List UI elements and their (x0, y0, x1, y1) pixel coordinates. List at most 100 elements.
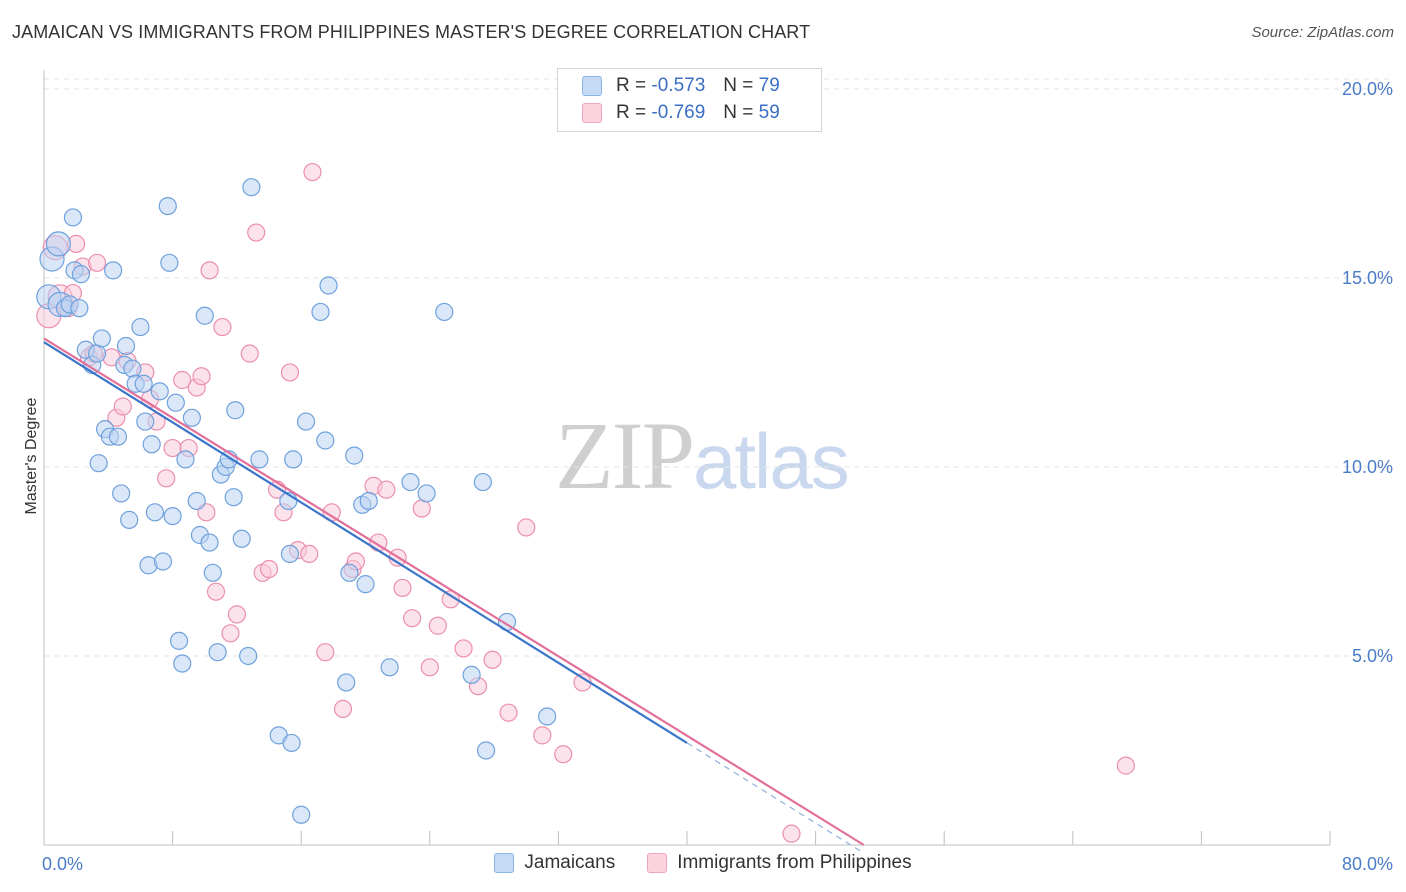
legend-r-value: -0.769 (651, 102, 706, 123)
point-jamaicans (187, 491, 206, 511)
point-philippines (213, 317, 232, 337)
point-philippines (393, 578, 412, 598)
point-jamaicans (123, 359, 142, 378)
x-tick-label-max: 80.0% (1342, 854, 1393, 874)
legend-n-value: 79 (758, 75, 780, 96)
point-jamaicans (380, 658, 399, 677)
y-tick-label: 20.0% (1342, 79, 1393, 99)
legend-r-label: R = (616, 102, 647, 123)
point-jamaicans (166, 393, 185, 412)
point-jamaicans (70, 299, 89, 318)
point-jamaicans (63, 208, 83, 227)
point-philippines (454, 639, 473, 658)
point-philippines (412, 499, 431, 518)
legend-swatch-philippines (582, 103, 602, 123)
legend-swatch-philippines (647, 853, 668, 873)
watermark: ZIPatlas (555, 400, 850, 511)
point-philippines (316, 643, 335, 662)
point-jamaicans (401, 472, 420, 492)
axes (43, 70, 1331, 846)
point-jamaicans (226, 401, 245, 420)
point-philippines (206, 582, 226, 601)
legend-row-jamaicans: R = -0.573 N = 79 (582, 74, 780, 98)
source-label: Source: ZipAtlas.com (1251, 24, 1394, 41)
tick-labels: 5.0% 10.0% 15.0% 20.0% 0.0% 80.0% (42, 79, 1393, 874)
point-jamaicans (163, 506, 182, 526)
correlation-legend: R = -0.573 N = 79 R = -0.769 N = 59 (557, 68, 822, 132)
legend-label-jamaicans: Jamaicans (524, 852, 616, 873)
point-jamaicans (158, 196, 177, 216)
point-jamaicans (224, 488, 243, 507)
point-jamaicans (538, 707, 557, 726)
point-philippines (87, 253, 107, 272)
point-jamaicans (356, 575, 375, 594)
point-philippines (420, 658, 439, 677)
legend-item-philippines[interactable]: Immigrants from Philippines (647, 852, 912, 874)
y-tick-label: 15.0% (1342, 268, 1393, 288)
point-philippines (517, 518, 536, 537)
point-philippines (221, 624, 240, 643)
point-jamaicans (284, 450, 303, 469)
legend-label-philippines: Immigrants from Philippines (677, 852, 912, 873)
point-jamaicans (108, 427, 128, 446)
y-tick-label: 10.0% (1342, 457, 1393, 477)
point-philippines (280, 363, 300, 382)
point-jamaicans (239, 646, 258, 666)
point-philippines (300, 544, 319, 564)
point-jamaicans (150, 382, 169, 401)
point-jamaicans (160, 253, 179, 272)
legend-n-label: N = (723, 75, 754, 96)
point-philippines (200, 261, 219, 280)
point-philippines (240, 344, 259, 363)
point-jamaicans (89, 454, 108, 473)
point-philippines (192, 367, 211, 386)
point-jamaicans (169, 631, 189, 650)
gridlines (44, 78, 1390, 657)
point-jamaicans (131, 317, 150, 337)
point-jamaicans (173, 654, 192, 673)
point-jamaicans (417, 484, 436, 503)
point-jamaicans (182, 408, 201, 427)
point-jamaicans (435, 302, 454, 322)
trend-line-jamaicans-extension (686, 742, 865, 854)
point-jamaicans (120, 510, 139, 529)
point-jamaicans (242, 178, 261, 197)
point-jamaicans (292, 805, 311, 824)
point-philippines (483, 650, 502, 669)
point-jamaicans (71, 265, 91, 284)
point-jamaicans (473, 472, 492, 492)
point-jamaicans (116, 336, 136, 356)
point-jamaicans (476, 741, 496, 760)
point-philippines (428, 616, 447, 635)
point-jamaicans (208, 643, 227, 662)
point-jamaicans (145, 503, 165, 522)
data-points (36, 162, 1135, 843)
legend-item-jamaicans[interactable]: Jamaicans (494, 852, 615, 874)
point-philippines (333, 699, 353, 719)
point-philippines (782, 824, 801, 843)
point-jamaicans (142, 435, 161, 454)
point-jamaicans (340, 563, 359, 582)
point-jamaicans (345, 446, 364, 465)
point-jamaicans (337, 673, 356, 692)
legend-swatch-jamaicans (582, 76, 602, 96)
legend-row-philippines: R = -0.769 N = 59 (582, 101, 780, 125)
point-jamaicans (134, 374, 153, 393)
trend-line-philippines (43, 337, 865, 846)
point-philippines (303, 162, 322, 182)
y-tick-label: 5.0% (1352, 646, 1393, 666)
point-jamaicans (136, 412, 155, 431)
point-jamaicans (104, 261, 123, 280)
point-jamaicans (92, 329, 111, 348)
point-philippines (157, 469, 176, 488)
watermark-atlas: atlas (693, 417, 850, 505)
point-jamaicans (311, 302, 330, 322)
point-philippines (403, 609, 422, 628)
point-jamaicans (280, 544, 300, 564)
point-jamaicans (153, 552, 173, 571)
point-jamaicans (316, 431, 335, 450)
point-philippines (247, 223, 266, 242)
legend-r-label: R = (616, 75, 647, 96)
point-jamaicans (87, 344, 107, 363)
